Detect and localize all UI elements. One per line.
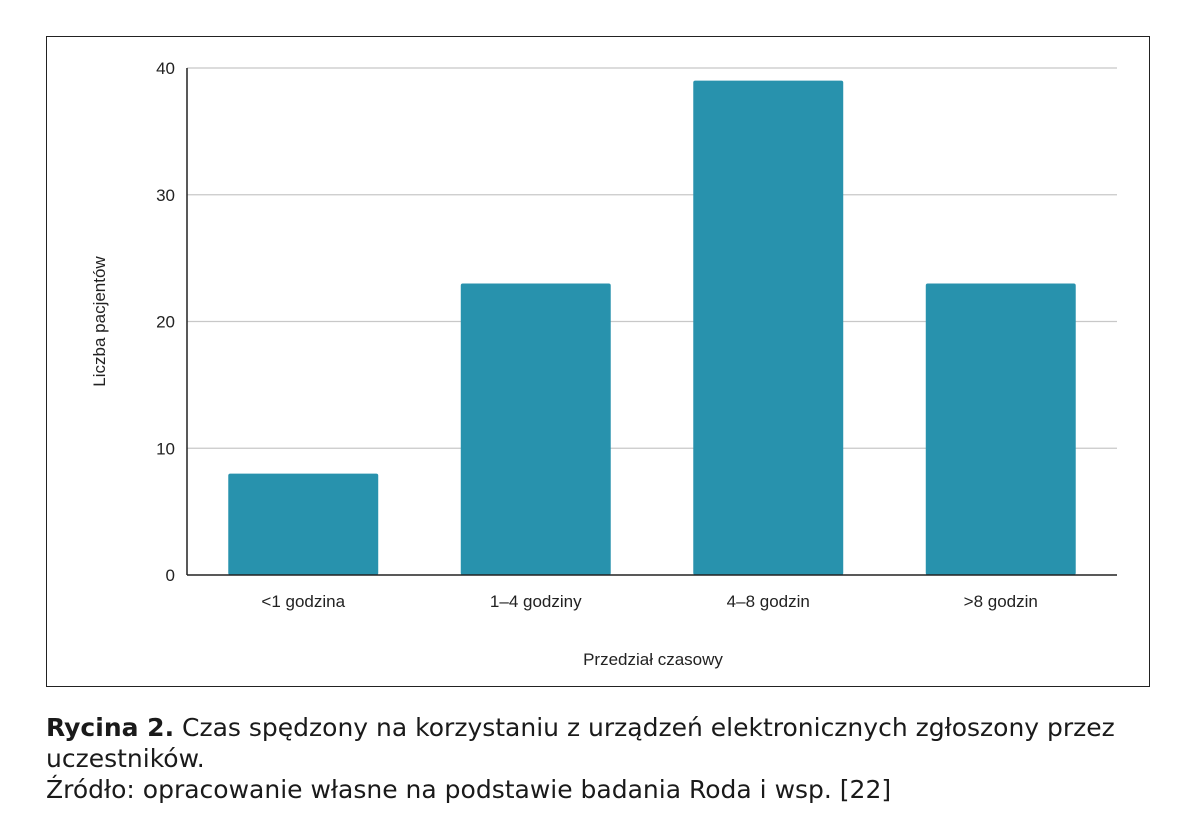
figure-caption: Rycina 2. Czas spędzony na korzystaniu z… [46, 712, 1156, 805]
tick-labels: 0 10 20 30 40 <1 godzina 1–4 godziny 4–8 godzin… [156, 59, 1038, 611]
bar [460, 283, 611, 575]
y-axis-title: Liczba pacjentów [90, 256, 109, 387]
y-tick-label: 0 [166, 566, 175, 585]
axes [186, 68, 1117, 576]
y-tick-label: 40 [156, 59, 175, 78]
y-tick-label: 30 [156, 186, 175, 205]
caption-text: Czas spędzony na korzystaniu z urządzeń … [46, 713, 1115, 773]
bar-chart: 0 10 20 30 40 <1 godzina 1–4 godziny 4–8 godzin… [90, 59, 1117, 669]
bar [693, 80, 844, 576]
bar [925, 283, 1076, 575]
y-tick-label: 20 [156, 313, 175, 332]
caption-source: Źródło: opracowanie własne na podstawie … [46, 775, 892, 804]
y-tick-label: 10 [156, 439, 175, 458]
x-tick-label: >8 godzin [964, 592, 1038, 611]
x-tick-label: 4–8 godzin [727, 592, 810, 611]
bars [228, 80, 1076, 576]
bar [228, 473, 379, 575]
caption-main: Rycina 2. Czas spędzony na korzystaniu z… [46, 712, 1156, 774]
x-tick-label: 1–4 godziny [490, 592, 582, 611]
x-axis-title: Przedział czasowy [583, 650, 723, 669]
caption-label: Rycina 2. [46, 713, 175, 742]
chart-frame: 0 10 20 30 40 <1 godzina 1–4 godziny 4–8 godzin… [46, 36, 1150, 687]
x-tick-label: <1 godzina [261, 592, 345, 611]
